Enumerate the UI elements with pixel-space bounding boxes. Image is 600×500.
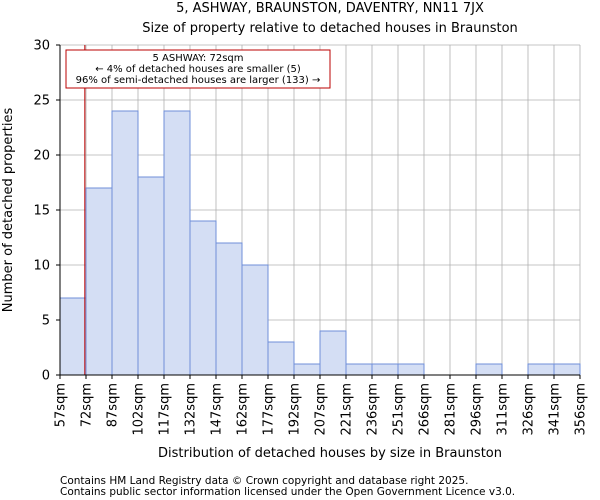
y-tick-label: 0 [42, 369, 50, 384]
footer-line-1: Contains HM Land Registry data © Crown c… [60, 475, 468, 487]
bar [319, 330, 347, 376]
x-tick-label: 192sqm [288, 383, 303, 436]
bar [371, 363, 399, 376]
annotation-line: ← 4% of detached houses are smaller (5) [95, 64, 301, 75]
y-tick-label: 15 [33, 204, 50, 219]
x-tick-label: 132sqm [184, 383, 199, 436]
x-tick-label: 102sqm [132, 383, 147, 436]
bar [111, 110, 139, 376]
bar [527, 363, 555, 376]
bar [137, 176, 165, 376]
y-tick-label: 10 [33, 259, 50, 274]
x-tick-label: 311sqm [496, 383, 511, 436]
bar [215, 242, 243, 376]
bar [293, 363, 321, 376]
x-tick-label: 147sqm [210, 383, 225, 436]
x-tick-label: 266sqm [418, 383, 433, 436]
x-tick-label: 341sqm [548, 383, 563, 436]
bar [553, 363, 581, 376]
y-tick-label: 5 [42, 314, 50, 329]
bar [267, 341, 295, 376]
x-tick-label: 251sqm [392, 383, 407, 436]
y-tick-label: 25 [33, 94, 50, 109]
x-tick-label: 177sqm [262, 383, 277, 436]
bar [163, 110, 191, 376]
y-tick-label: 30 [33, 39, 50, 54]
bar [475, 363, 503, 376]
annotation-box [65, 49, 331, 89]
bar [85, 187, 113, 376]
bar [397, 363, 425, 376]
bar [59, 297, 87, 376]
x-tick-label: 356sqm [574, 383, 589, 436]
x-axis-label: Distribution of detached houses by size … [158, 446, 502, 461]
footer-line-2: Contains public sector information licen… [60, 486, 515, 498]
x-tick-label: 221sqm [340, 383, 355, 436]
x-tick-label: 87sqm [106, 383, 121, 427]
chart-title-line1: 5, ASHWAY, BRAUNSTON, DAVENTRY, NN11 7JX [176, 1, 484, 16]
axes: 0 5 10 15 20 25 30 57sqm 72sqm 87sqm 102sqm 117sqm 1… [33, 39, 588, 436]
bar [189, 220, 217, 376]
property-marker: 5 ASHWAY: 72sqm← 4% of detached houses a… [65, 45, 331, 375]
y-axis-label: Number of detached properties [1, 108, 16, 313]
x-tick-label: 236sqm [366, 383, 381, 436]
annotation-line: 5 ASHWAY: 72sqm [152, 53, 243, 64]
x-tick-label: 57sqm [54, 383, 69, 427]
x-tick-label: 207sqm [314, 383, 329, 436]
x-tick-label: 326sqm [522, 383, 537, 436]
x-tick-label: 281sqm [444, 383, 459, 436]
bar [241, 264, 269, 376]
x-tick-label: 296sqm [470, 383, 485, 436]
annotation-line: 96% of semi-detached houses are larger (… [76, 75, 321, 86]
bars [59, 110, 581, 376]
chart-title-line2: Size of property relative to detached ho… [142, 21, 518, 36]
x-tick-label: 162sqm [236, 383, 251, 436]
x-tick-label: 72sqm [80, 383, 95, 427]
x-tick-label: 117sqm [158, 383, 173, 436]
y-tick-label: 20 [33, 149, 50, 164]
bar [345, 363, 373, 376]
